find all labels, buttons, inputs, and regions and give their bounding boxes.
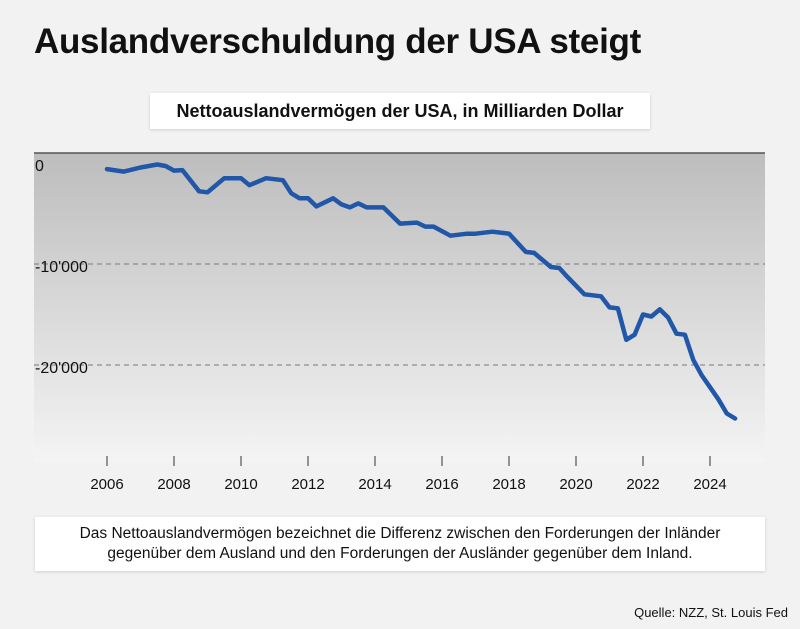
chart-title: Nettoauslandvermögen der USA, in Milliar… bbox=[176, 100, 624, 121]
x-tick-label: 2020 bbox=[559, 476, 592, 493]
source-text: Quelle: NZZ, St. Louis Fed bbox=[634, 605, 788, 620]
plot-area bbox=[34, 153, 765, 462]
chart-title-box: Nettoauslandvermögen der USA, in Milliar… bbox=[150, 93, 650, 129]
series-layer bbox=[104, 162, 738, 421]
page-title: Auslandverschuldung der USA steigt bbox=[34, 22, 641, 61]
x-tick-label: 2008 bbox=[157, 476, 190, 493]
y-tick-label: 0 bbox=[35, 158, 44, 175]
series-line bbox=[104, 162, 738, 421]
y-tick-label: -20'000 bbox=[35, 360, 88, 377]
y-axis: 0 -10'000 -20'000 bbox=[35, 158, 88, 377]
x-axis: 2006 2008 2010 2012 2014 2016 2018 2020 2022 2024 bbox=[90, 456, 727, 493]
note-box: Das Nettoauslandvermögen bezeichnet die … bbox=[35, 517, 765, 571]
y-tick-label: -10'000 bbox=[35, 259, 88, 276]
x-tick-label: 2010 bbox=[224, 476, 257, 493]
x-tick-label: 2016 bbox=[425, 476, 458, 493]
x-tick-label: 2018 bbox=[492, 476, 525, 493]
x-tick-label: 2006 bbox=[90, 476, 123, 493]
grid-lines bbox=[34, 263, 765, 366]
x-tick-label: 2024 bbox=[693, 476, 726, 493]
x-tick-label: 2012 bbox=[291, 476, 324, 493]
x-tick-label: 2022 bbox=[626, 476, 659, 493]
x-tick-label: 2014 bbox=[358, 476, 391, 493]
note-text: Das Nettoauslandvermögen bezeichnet die … bbox=[79, 525, 721, 562]
